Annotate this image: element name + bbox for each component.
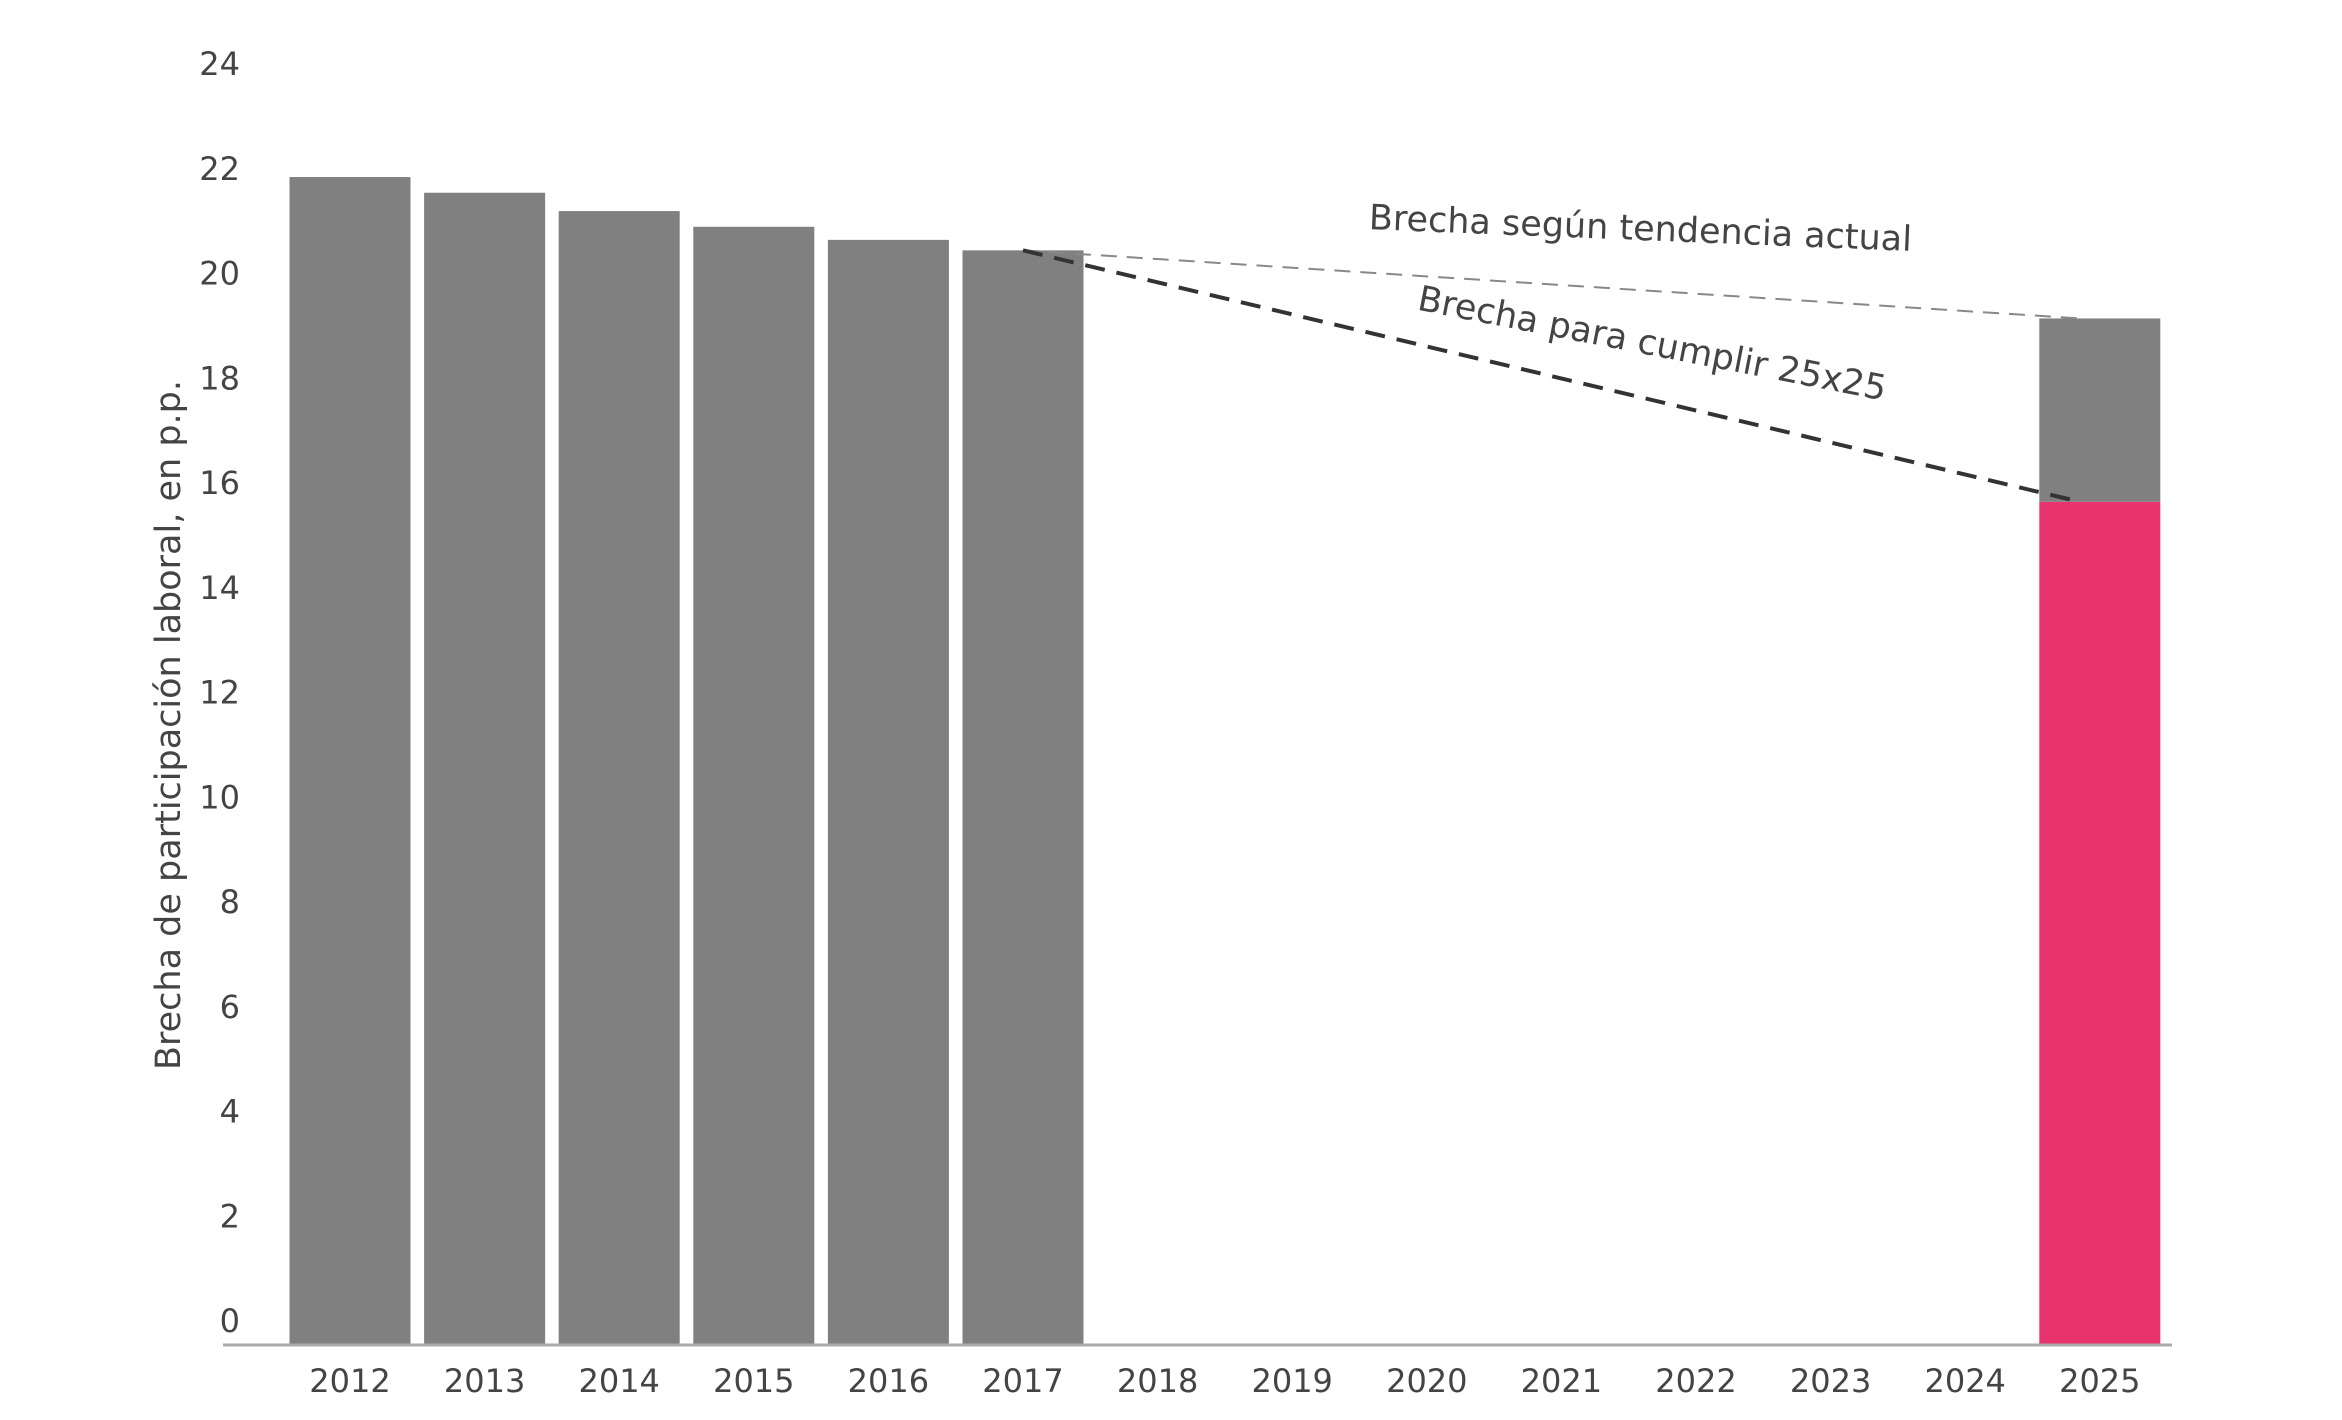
x-tick-label: 2022 [1655, 1362, 1736, 1400]
y-axis-label: Brecha de participación laboral, en p.p. [149, 380, 189, 1070]
annotation: Brecha para cumplir 25x25 [1415, 279, 1890, 409]
y-tick-label: 18 [199, 359, 240, 397]
y-tick-label: 0 [220, 1302, 240, 1340]
y-tick-label: 6 [220, 988, 240, 1026]
y-tick-label: 14 [199, 569, 240, 607]
y-tick-label: 2 [220, 1197, 240, 1235]
y-tick-label: 8 [220, 883, 240, 921]
annotation: Brecha según tendencia actual [1368, 198, 1912, 260]
x-tick-label: 2023 [1790, 1362, 1871, 1400]
y-tick-label: 10 [199, 778, 240, 816]
x-tick-label: 2013 [444, 1362, 525, 1400]
x-tick-label: 2014 [578, 1362, 659, 1400]
x-tick-label: 2020 [1386, 1362, 1467, 1400]
x-tick-label: 2012 [309, 1362, 390, 1400]
target-line [1022, 248, 2081, 504]
x-tick-label: 2024 [1924, 1362, 2005, 1400]
x-tick-label: 2021 [1521, 1362, 1602, 1400]
x-tick-label: 2015 [713, 1362, 794, 1400]
x-tick-label: 2016 [848, 1362, 929, 1400]
trend-line [1022, 249, 2080, 320]
y-tick-label: 4 [220, 1093, 240, 1131]
bar [2039, 318, 2161, 502]
bar [2039, 501, 2161, 1345]
x-tick-label: 2025 [2059, 1362, 2140, 1400]
bar [289, 177, 411, 1346]
y-tick-label: 16 [199, 464, 240, 502]
bar [693, 226, 815, 1346]
bar [962, 250, 1084, 1345]
y-tick-label: 24 [199, 45, 240, 83]
x-tick-label: 2018 [1117, 1362, 1198, 1400]
y-tick-label: 20 [199, 255, 240, 293]
bar [827, 239, 949, 1346]
x-tick-label: 2019 [1251, 1362, 1332, 1400]
x-tick-label: 2017 [982, 1362, 1063, 1400]
bar [558, 211, 680, 1345]
y-tick-label: 12 [199, 674, 240, 712]
y-tick-label: 22 [199, 150, 240, 188]
bar [424, 192, 546, 1345]
